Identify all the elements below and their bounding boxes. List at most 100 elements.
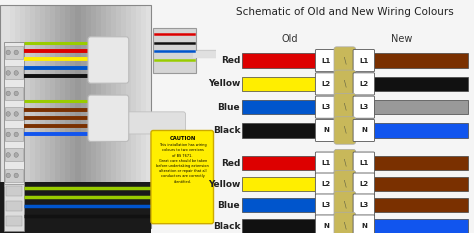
FancyBboxPatch shape	[88, 95, 129, 141]
FancyBboxPatch shape	[315, 215, 337, 233]
FancyBboxPatch shape	[334, 170, 356, 198]
FancyBboxPatch shape	[315, 152, 337, 174]
Circle shape	[14, 112, 18, 116]
Text: \: \	[344, 201, 346, 209]
Bar	[65, 5, 71, 228]
Bar	[91, 5, 96, 228]
FancyBboxPatch shape	[353, 96, 374, 118]
Circle shape	[6, 153, 10, 157]
Bar	[153, 28, 196, 73]
FancyBboxPatch shape	[334, 191, 356, 219]
Bar	[5, 169, 23, 182]
FancyBboxPatch shape	[334, 117, 356, 144]
FancyBboxPatch shape	[315, 96, 337, 118]
Circle shape	[14, 132, 18, 137]
Bar	[5, 107, 23, 120]
Text: N: N	[323, 223, 329, 229]
Bar	[374, 156, 468, 170]
Text: L2: L2	[322, 181, 331, 187]
Circle shape	[6, 132, 10, 137]
Text: This installation has wiring
colours to two versions
of BS 7671.
Great care shou: This installation has wiring colours to …	[156, 143, 209, 184]
Text: Yellow: Yellow	[208, 79, 240, 88]
FancyBboxPatch shape	[315, 50, 337, 72]
Text: L2: L2	[359, 81, 368, 87]
Text: L1: L1	[322, 58, 331, 64]
Text: \: \	[344, 79, 346, 88]
Circle shape	[14, 50, 18, 55]
Bar	[0, 5, 151, 228]
Bar	[100, 5, 106, 228]
Text: N: N	[361, 223, 367, 229]
Text: CAUTION: CAUTION	[170, 136, 196, 141]
Text: Red: Red	[221, 56, 240, 65]
FancyBboxPatch shape	[353, 215, 374, 233]
Text: L2: L2	[322, 81, 331, 87]
Bar	[374, 100, 468, 114]
Circle shape	[14, 173, 18, 178]
Bar	[0, 5, 5, 228]
Bar	[46, 5, 50, 228]
Bar	[116, 5, 121, 228]
Text: L3: L3	[322, 202, 331, 208]
Bar	[5, 46, 23, 59]
Text: Schematic of Old and New Wiring Colours: Schematic of Old and New Wiring Colours	[236, 7, 454, 17]
FancyBboxPatch shape	[353, 173, 374, 195]
Bar	[40, 5, 46, 228]
Text: \: \	[344, 222, 346, 230]
Bar	[5, 5, 10, 228]
Text: \: \	[344, 180, 346, 188]
FancyBboxPatch shape	[334, 70, 356, 98]
FancyBboxPatch shape	[151, 130, 213, 224]
Bar	[5, 128, 23, 141]
Text: L1: L1	[322, 160, 331, 166]
Bar	[241, 53, 317, 68]
Text: \: \	[344, 159, 346, 168]
Bar	[6, 201, 22, 211]
Circle shape	[14, 153, 18, 157]
Text: Black: Black	[213, 222, 240, 230]
Text: L3: L3	[359, 104, 369, 110]
FancyBboxPatch shape	[123, 112, 185, 134]
Bar	[20, 5, 25, 228]
FancyBboxPatch shape	[315, 173, 337, 195]
FancyBboxPatch shape	[334, 212, 356, 233]
Bar	[85, 5, 91, 228]
Bar	[6, 216, 22, 226]
Bar	[131, 5, 136, 228]
Bar	[5, 66, 23, 79]
Text: Blue: Blue	[218, 103, 240, 112]
FancyBboxPatch shape	[315, 194, 337, 216]
Bar	[15, 5, 20, 228]
Bar	[0, 182, 151, 233]
Bar	[121, 5, 126, 228]
Circle shape	[6, 112, 10, 116]
Text: \: \	[344, 103, 346, 112]
Text: Black: Black	[213, 126, 240, 135]
Bar	[5, 148, 23, 161]
Bar	[241, 177, 317, 191]
Bar	[50, 5, 55, 228]
Bar	[96, 5, 100, 228]
Bar	[35, 5, 40, 228]
Text: L1: L1	[359, 160, 369, 166]
Text: Old: Old	[281, 34, 298, 44]
Bar	[374, 177, 468, 191]
FancyBboxPatch shape	[334, 47, 356, 74]
FancyBboxPatch shape	[353, 73, 374, 95]
Bar	[4, 184, 24, 231]
Text: New: New	[391, 34, 412, 44]
Bar	[374, 123, 468, 138]
Bar	[241, 219, 317, 233]
FancyBboxPatch shape	[353, 50, 374, 72]
Bar	[5, 87, 23, 100]
Bar	[241, 198, 317, 212]
Text: L1: L1	[359, 58, 369, 64]
Bar	[30, 5, 35, 228]
FancyBboxPatch shape	[353, 152, 374, 174]
Bar	[126, 5, 131, 228]
Bar	[55, 5, 60, 228]
Bar	[136, 5, 141, 228]
Bar	[374, 77, 468, 91]
Text: L3: L3	[322, 104, 331, 110]
Text: \: \	[344, 126, 346, 135]
